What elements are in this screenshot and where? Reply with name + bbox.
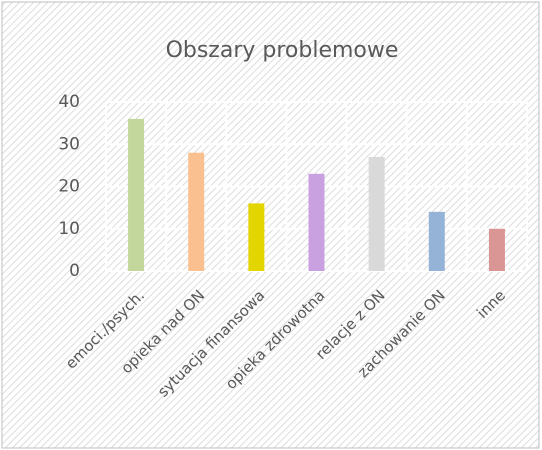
y-tick-label: 30 bbox=[58, 134, 80, 154]
bar bbox=[368, 156, 385, 271]
y-tick-label: 20 bbox=[58, 177, 80, 197]
y-tick-label: 0 bbox=[69, 261, 80, 281]
bar bbox=[128, 118, 145, 272]
bar bbox=[308, 173, 325, 271]
bar bbox=[248, 203, 265, 271]
bar bbox=[428, 211, 445, 271]
chart-title: Obszary problemowe bbox=[166, 38, 399, 63]
bar bbox=[488, 228, 505, 271]
bar bbox=[188, 152, 205, 271]
y-tick-label: 40 bbox=[58, 92, 80, 112]
y-tick-label: 10 bbox=[58, 219, 80, 239]
